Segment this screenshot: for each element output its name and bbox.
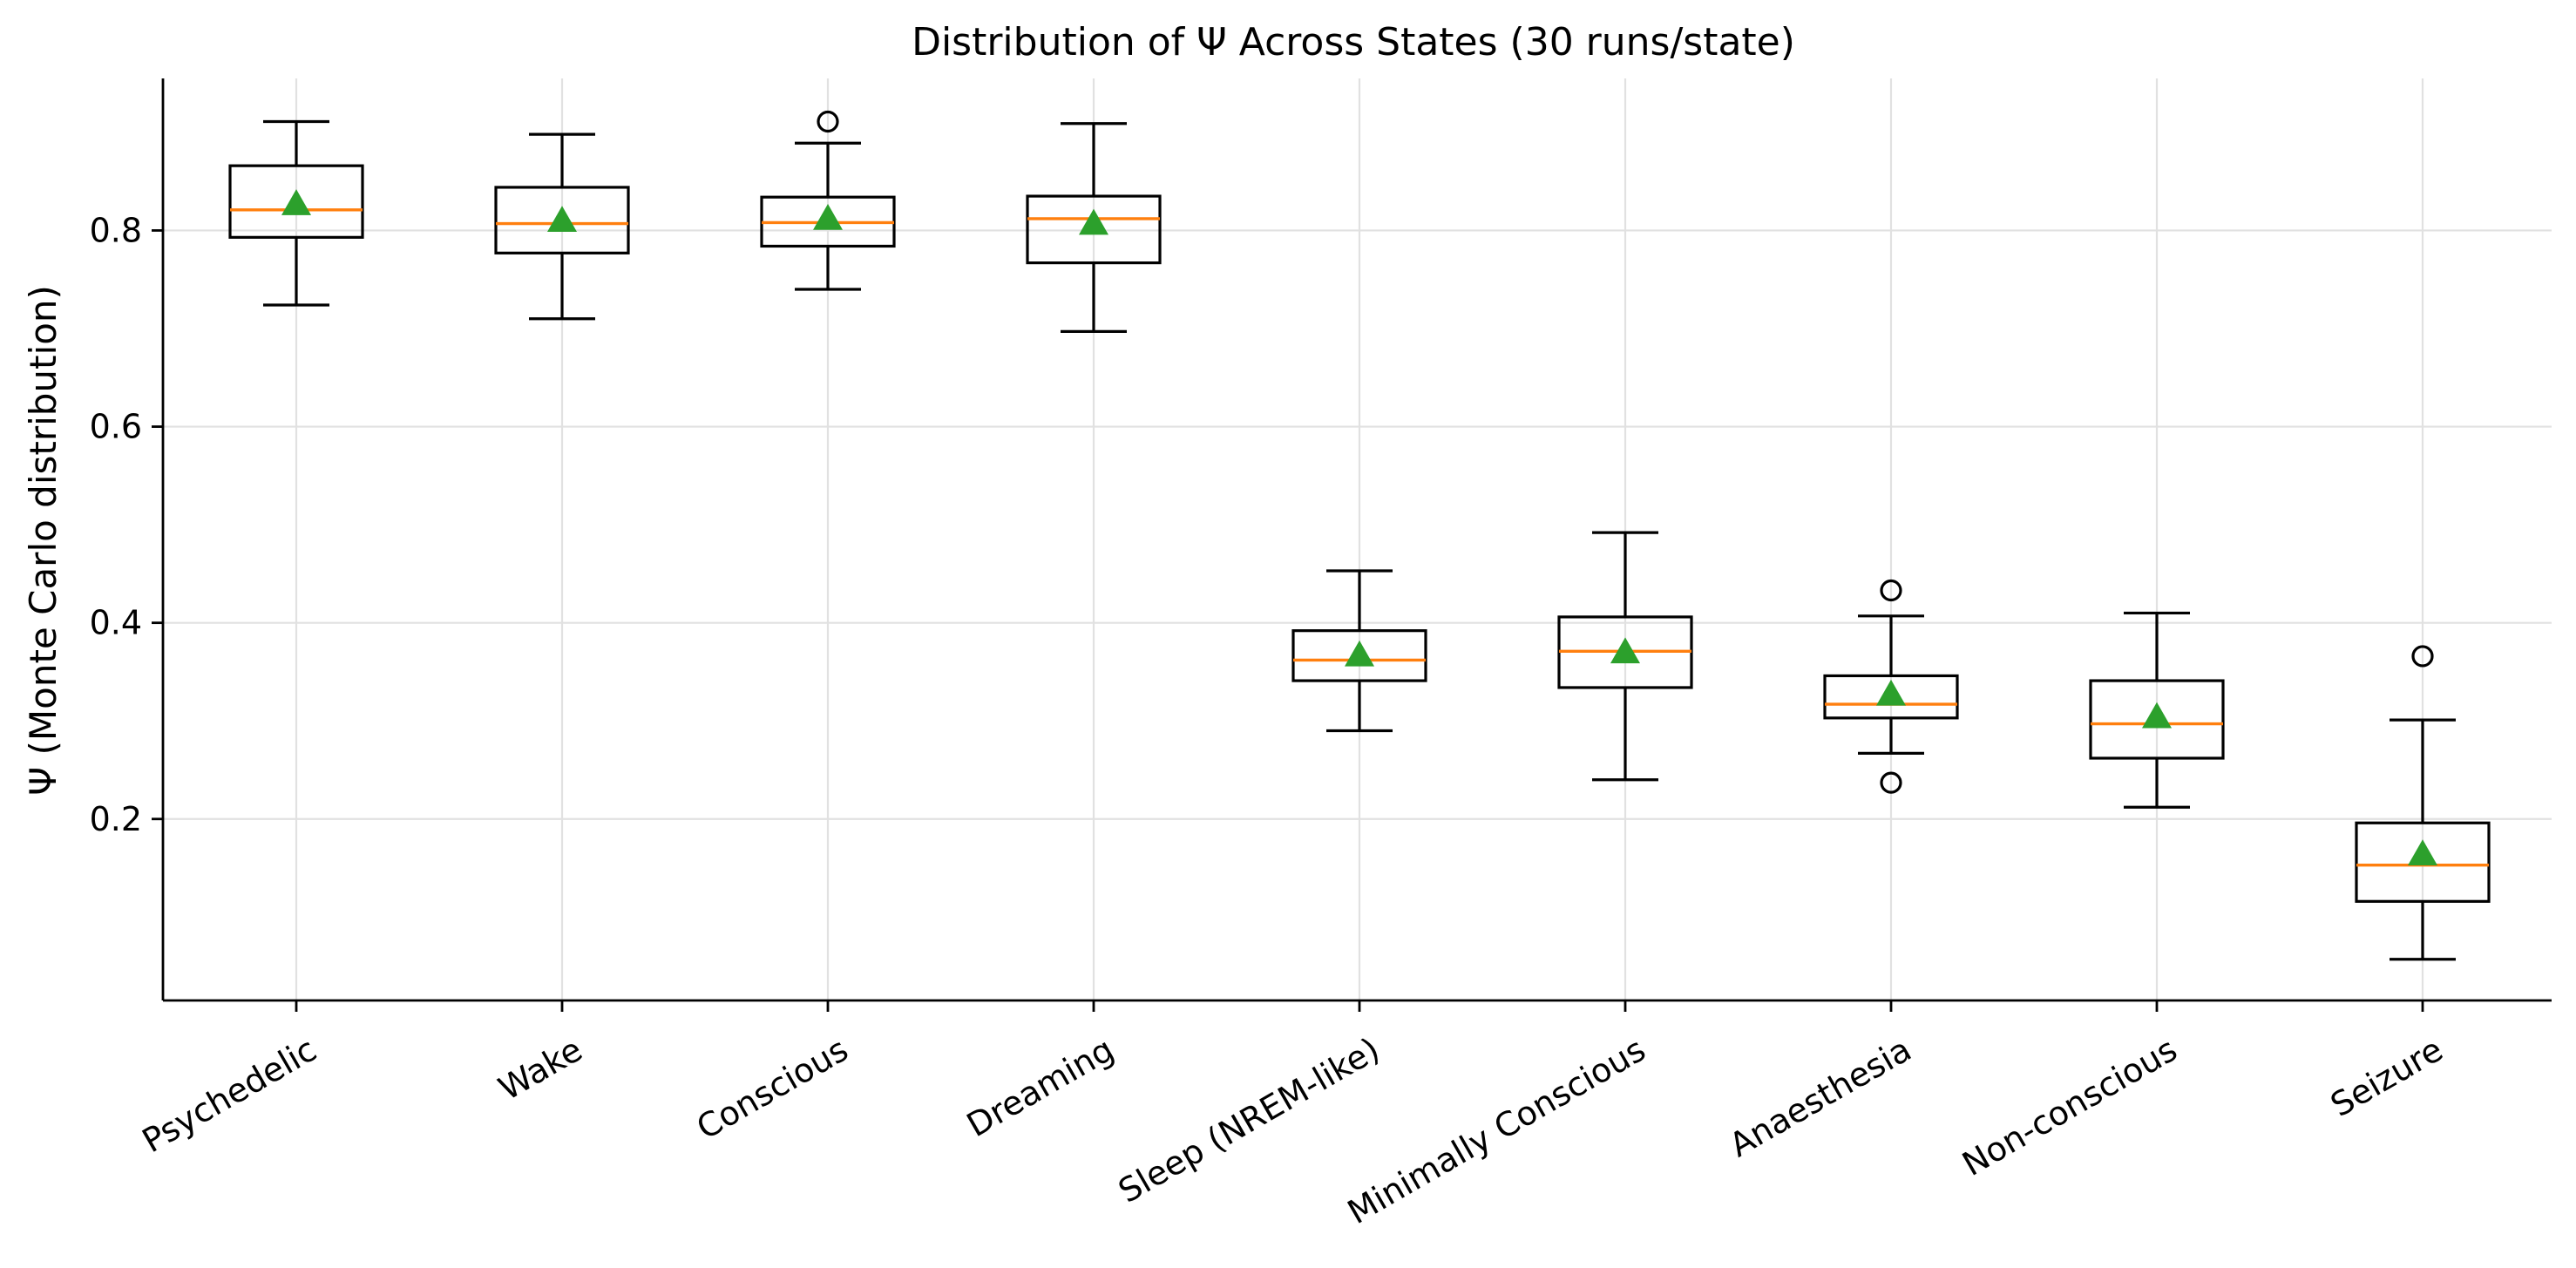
x-tick-label: Wake [492, 1030, 589, 1108]
iqr-box [494, 186, 630, 254]
x-tick-label: Non-conscious [1956, 1030, 2183, 1183]
iqr-box [228, 164, 364, 239]
y-tick-label: 0.2 [90, 800, 142, 838]
mean-marker [1610, 637, 1640, 664]
outlier-point [2411, 645, 2434, 668]
x-tick-label: Minimally Conscious [1341, 1030, 1651, 1231]
iqr-box [2355, 821, 2491, 903]
y-axis-label: Ψ (Monte Carlo distribution) [22, 285, 64, 796]
x-tick-label: Anaesthesia [1723, 1030, 1917, 1164]
mean-marker [547, 206, 577, 232]
y-tick-label: 0.6 [90, 408, 142, 446]
x-tick-label: Conscious [690, 1030, 854, 1147]
y-tick-label: 0.4 [90, 604, 142, 642]
mean-marker [1876, 679, 1906, 706]
mean-marker [2142, 702, 2172, 729]
outlier-point [1880, 579, 1902, 602]
outlier-point [817, 110, 839, 133]
iqr-box [1823, 674, 1959, 720]
iqr-box [2089, 679, 2225, 760]
mean-marker [1345, 640, 1374, 667]
iqr-box [1291, 629, 1427, 682]
x-tick-label: Dreaming [960, 1030, 1121, 1144]
x-tick-label: Seizure [2324, 1030, 2449, 1124]
chart-title: Distribution of Ψ Across States (30 runs… [912, 20, 1795, 64]
mean-marker [281, 189, 311, 215]
x-tick-label: Sleep (NREM-like) [1112, 1030, 1386, 1210]
plot-area: 0.2 0.4 0.6 0.8 Psychedelic Wake Conscious Drea… [90, 78, 2552, 1231]
mean-marker [2408, 839, 2437, 866]
mean-marker [1079, 208, 1108, 235]
x-tick-label: Psychedelic [136, 1030, 323, 1160]
iqr-box [1026, 194, 1162, 265]
y-tick-label: 0.8 [90, 211, 142, 249]
outlier-point [1880, 771, 1902, 794]
mean-marker [813, 203, 843, 230]
